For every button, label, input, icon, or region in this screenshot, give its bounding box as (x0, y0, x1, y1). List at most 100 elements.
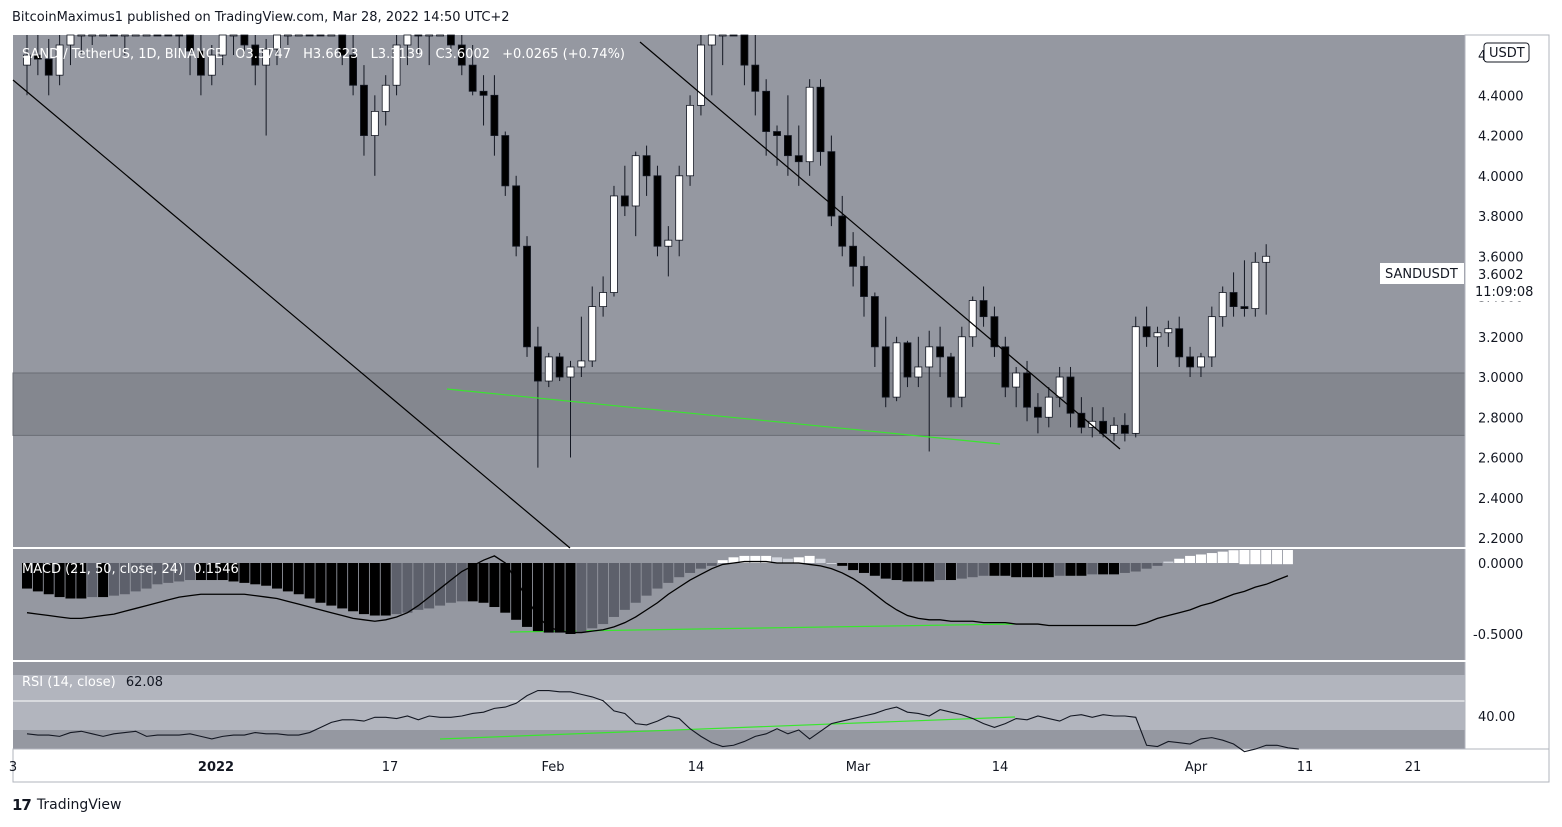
macd-bar (337, 563, 348, 609)
rsi-band (13, 675, 1465, 730)
candle-down (849, 245, 858, 267)
candle-down (110, 34, 118, 37)
macd-bar (826, 563, 837, 564)
time-axis[interactable] (12, 748, 1550, 783)
tradingview-logo-icon: 17 (12, 796, 32, 814)
macd-bar (54, 563, 65, 598)
candle-up (631, 155, 640, 207)
candle-up (925, 346, 934, 368)
price-pane[interactable] (13, 35, 1465, 548)
candle-down (1099, 420, 1108, 434)
candle-up (23, 54, 31, 66)
candle-down (653, 175, 662, 247)
candle-up (566, 366, 575, 378)
macd-bar (641, 563, 652, 596)
currency-badge[interactable] (1483, 42, 1530, 63)
macd-bar (924, 563, 935, 582)
macd-bar (1119, 563, 1130, 573)
macd-bar (1011, 563, 1022, 578)
macd-bar (163, 563, 174, 583)
macd-bar (858, 563, 869, 573)
macd-bar (989, 563, 1000, 576)
macd-bar (1054, 563, 1065, 576)
candle-down (251, 44, 260, 66)
candle-down (1001, 346, 1010, 388)
candle-up (1164, 328, 1173, 334)
macd-bar (1065, 563, 1076, 576)
macd-bar (728, 557, 739, 563)
candle-up (1055, 376, 1064, 398)
macd-bar (43, 563, 54, 595)
candle-up (1218, 292, 1227, 318)
macd-bar (1043, 563, 1054, 578)
macd-bar (1217, 551, 1228, 563)
macd-bar (1282, 550, 1293, 565)
footer: 17 TradingView (12, 796, 121, 814)
candle-up (588, 306, 597, 362)
candle-down (33, 54, 42, 60)
candle-up (262, 48, 271, 66)
macd-bar (945, 563, 956, 581)
candle-up (599, 292, 608, 307)
time-tick: 14 (688, 760, 705, 775)
macd-bar (391, 563, 402, 615)
trendlines-group (12, 41, 1121, 740)
candle-down (784, 135, 792, 157)
candle-up (327, 34, 336, 37)
macd-bar (108, 563, 119, 596)
price-tick: 3.8000 (1478, 210, 1524, 225)
macd-bar (87, 563, 98, 598)
macd-bar (1261, 550, 1272, 565)
outer-descending-line (12, 79, 571, 549)
candle-down (620, 195, 629, 207)
macd-bar (435, 563, 446, 606)
macd-bar (695, 563, 706, 569)
macd-bar (22, 563, 32, 589)
candle-down (305, 34, 314, 37)
macd-bar (598, 563, 609, 625)
candle-up (131, 34, 140, 37)
macd-bar (967, 563, 978, 578)
macd-bar (369, 563, 380, 616)
macd-bar (652, 563, 663, 589)
macd-bar (804, 555, 815, 563)
last-price-countdown: 11:09:08 (1475, 285, 1533, 300)
candle-up (1262, 255, 1271, 263)
time-tick: 17 (382, 760, 399, 775)
candle-down (1023, 372, 1031, 408)
candle-down (773, 131, 781, 136)
candle-up (436, 34, 444, 37)
candle-down (555, 356, 564, 378)
macd-bar (1098, 563, 1109, 575)
candle-up (207, 54, 216, 76)
macd-bar (837, 563, 848, 566)
candle-down (164, 34, 173, 37)
candle-up (403, 34, 412, 46)
price-axis[interactable] (1464, 34, 1550, 750)
macd-bar (608, 563, 619, 617)
macd-bar (1076, 563, 1087, 576)
candle-down (1240, 306, 1249, 310)
candle-down (447, 34, 455, 46)
candle-down (881, 346, 890, 398)
macd-bar (685, 563, 696, 573)
candle-up (718, 34, 727, 37)
candle-down (1186, 356, 1194, 368)
candles-group (23, 34, 1271, 468)
macd-bar (293, 563, 304, 595)
macd-bar (511, 563, 522, 620)
candle-up (229, 34, 238, 37)
candle-down (1175, 328, 1184, 358)
last-price-box (1466, 263, 1548, 301)
candle-up (1012, 372, 1021, 388)
macd-legend: MACD (21, 50, close, 24) 0.1546 (22, 562, 239, 577)
rsi-tick: 40.00 (1478, 710, 1515, 725)
chart[interactable]: SAND / TetherUS, 1D, BINANCE O3.5747 H3.… (0, 0, 1562, 790)
candle-up (273, 34, 281, 50)
price-tick: 4.0000 (1478, 170, 1524, 185)
macd-bar (1228, 550, 1239, 563)
time-tick: 11 (1297, 760, 1314, 775)
macd-bar (358, 563, 369, 615)
price-tick: 2.4000 (1478, 492, 1524, 507)
price-tick: 2.2000 (1478, 532, 1524, 547)
